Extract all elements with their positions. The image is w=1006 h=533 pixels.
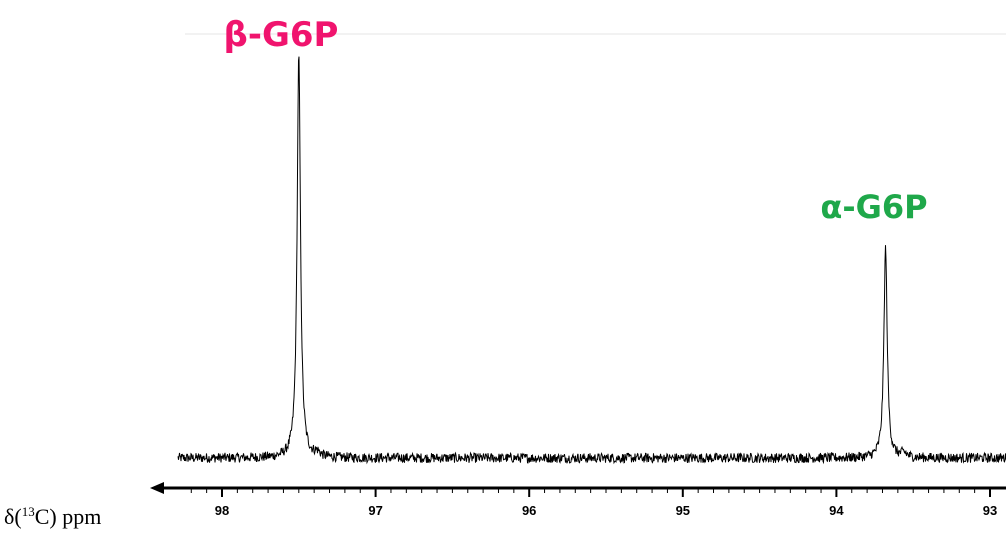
tick-label-93: 93 (983, 503, 997, 518)
spectrum-trace (177, 56, 1006, 465)
tick-label-96: 96 (522, 503, 536, 518)
peak-label-beta-g6p: β-G6P (224, 15, 339, 55)
x-axis-title-rest: C) ppm (35, 504, 102, 529)
spectrum-layer (177, 56, 1006, 465)
axis-arrow-left-icon (150, 482, 164, 494)
tick-label-98: 98 (215, 503, 229, 518)
x-axis-title-base: δ( (4, 504, 22, 529)
x-axis: 98 97 96 95 94 93 δ(13C) ppm (4, 482, 1006, 529)
label-layer: β-G6P α-G6P (224, 15, 928, 226)
x-axis-title: δ(13C) ppm (4, 504, 101, 529)
x-axis-title-sup: 13 (22, 504, 35, 519)
tick-label-97: 97 (368, 503, 382, 518)
tick-label-95: 95 (676, 503, 690, 518)
peak-label-alpha-g6p: α-G6P (820, 188, 927, 226)
tick-label-94: 94 (829, 503, 844, 518)
